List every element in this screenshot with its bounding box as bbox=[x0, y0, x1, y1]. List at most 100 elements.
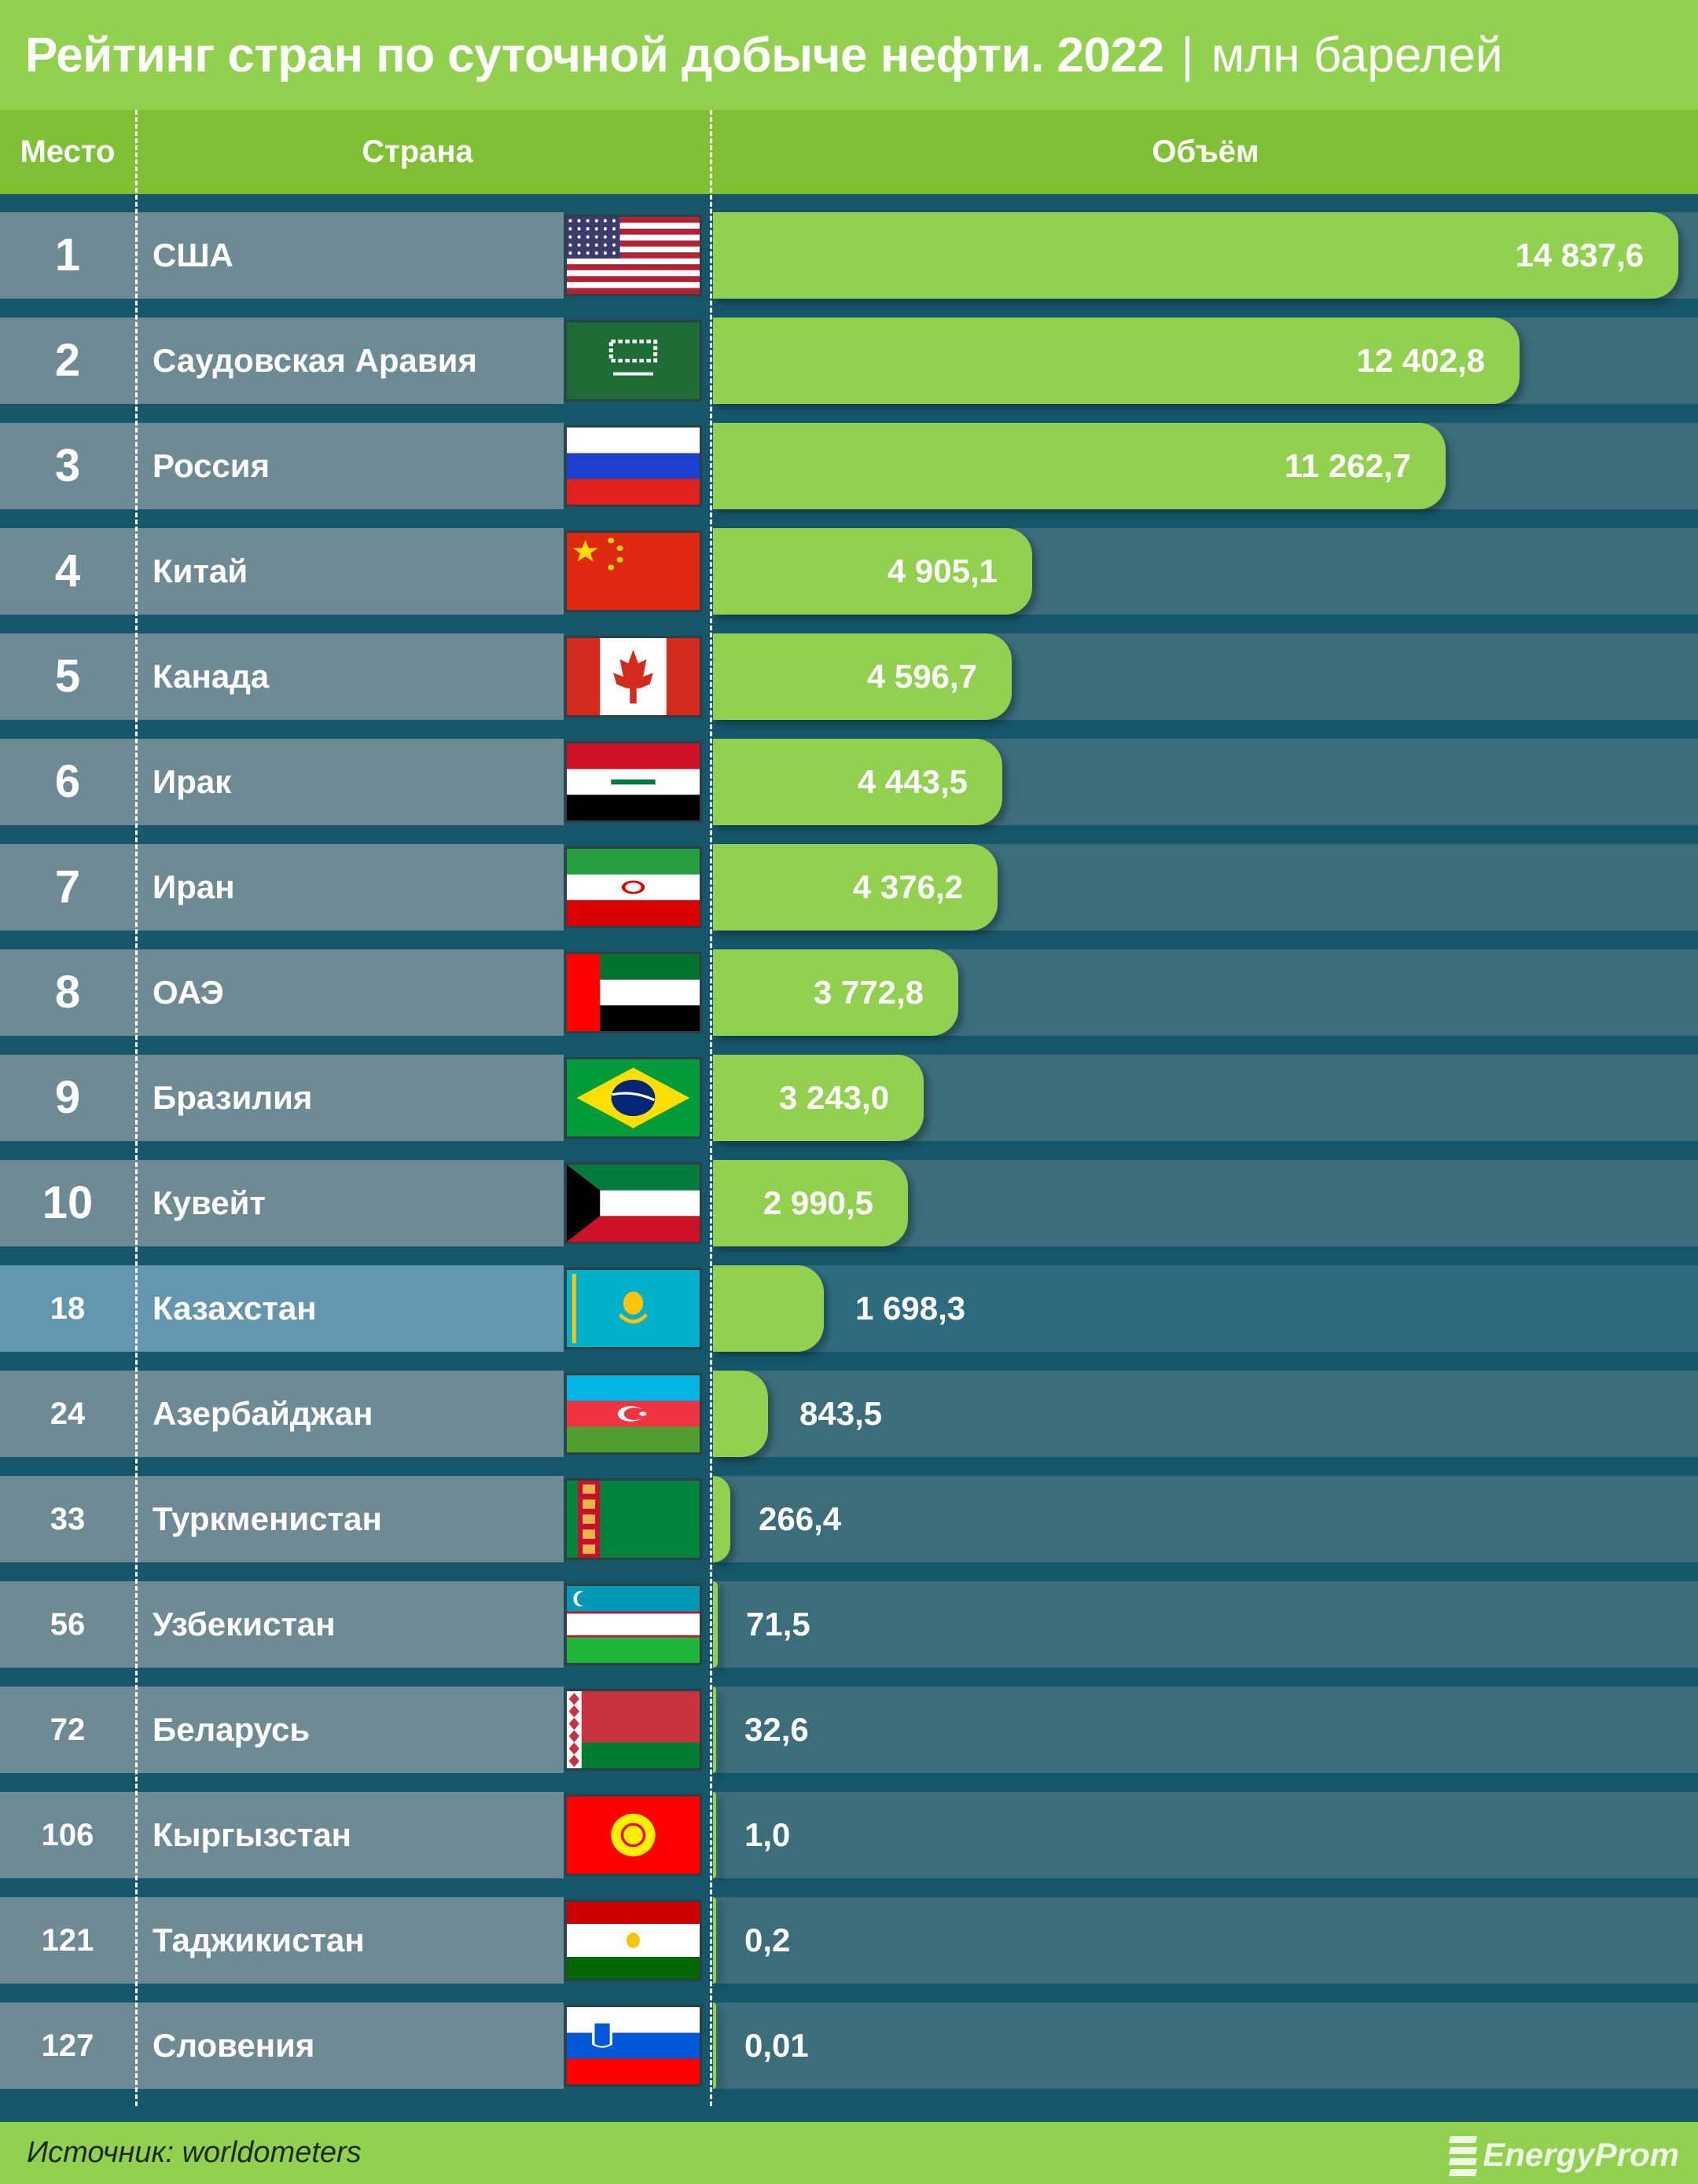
rank-cell: 8 bbox=[0, 949, 135, 1036]
kyrgyzstan-flag-icon bbox=[564, 1794, 702, 1876]
header-volume: Объём bbox=[1152, 134, 1259, 169]
table-row: 4 Китай 4 905,1 bbox=[0, 528, 1698, 615]
value-bar bbox=[713, 1055, 924, 1141]
iraq-flag-icon bbox=[564, 741, 702, 823]
table-row: 10 Кувейт 2 990,5 bbox=[0, 1160, 1698, 1246]
table-row: 9 Бразилия 3 243,0 bbox=[0, 1055, 1698, 1141]
country-name: Саудовская Аравия bbox=[135, 318, 564, 404]
value-bar bbox=[713, 1371, 768, 1457]
russia-flag-icon bbox=[564, 425, 702, 507]
value-bar bbox=[713, 739, 1002, 825]
country-name: Узбекистан bbox=[135, 1581, 564, 1668]
slovenia-flag-icon bbox=[564, 2005, 702, 2087]
bar-track bbox=[713, 1687, 1698, 1773]
bar-track bbox=[713, 1265, 1698, 1352]
rank-cell: 4 bbox=[0, 528, 135, 615]
table-row: 5 Канада 4 596,7 bbox=[0, 633, 1698, 720]
rank-cell: 6 bbox=[0, 739, 135, 825]
rank-cell: 7 bbox=[0, 844, 135, 930]
rank-cell: 127 bbox=[0, 2002, 135, 2089]
country-name: Иран bbox=[135, 844, 564, 930]
country-name: Словения bbox=[135, 2002, 564, 2089]
rank-cell: 9 bbox=[0, 1055, 135, 1141]
footer: Источник: worldometers EnergyProm bbox=[0, 2122, 1698, 2184]
table-row: 127 Словения 0,01 bbox=[0, 2002, 1698, 2089]
china-flag-icon bbox=[564, 530, 702, 612]
value-label: 11 262,7 bbox=[1284, 447, 1411, 484]
country-name: Ирак bbox=[135, 739, 564, 825]
value-label: 4 443,5 bbox=[857, 763, 968, 800]
value-bar bbox=[713, 212, 1678, 299]
value-label: 2 990,5 bbox=[763, 1184, 873, 1221]
bar-track bbox=[713, 1792, 1698, 1878]
value-label: 843,5 bbox=[799, 1395, 883, 1432]
table-row: 7 Иран 4 376,2 bbox=[0, 844, 1698, 930]
country-name: Таджикистан bbox=[135, 1897, 564, 1984]
value-bar bbox=[713, 1687, 716, 1773]
value-label: 4 905,1 bbox=[887, 552, 998, 589]
value-label: 3 243,0 bbox=[778, 1079, 889, 1116]
rank-cell: 18 bbox=[0, 1265, 135, 1352]
rank-cell: 5 bbox=[0, 633, 135, 720]
turkmenistan-flag-icon bbox=[564, 1478, 702, 1560]
header-country: Страна bbox=[362, 134, 473, 169]
bar-track bbox=[713, 1476, 1698, 1562]
country-name: Кувейт bbox=[135, 1160, 564, 1246]
logo-text: EnergyProm bbox=[1483, 2136, 1679, 2173]
country-name: США bbox=[135, 212, 564, 299]
title-unit: млн барелей bbox=[1211, 28, 1503, 83]
us-flag-icon bbox=[564, 215, 702, 296]
value-bar bbox=[713, 844, 998, 930]
value-label: 14 837,6 bbox=[1515, 237, 1645, 273]
value-bar bbox=[713, 949, 958, 1036]
value-bar bbox=[713, 633, 1012, 720]
table-header: Место Страна Объём bbox=[0, 110, 1698, 194]
table-row: 18 Казахстан 1 698,3 bbox=[0, 1265, 1698, 1352]
chart-title: Рейтинг стран по суточной добыче нефти. … bbox=[25, 28, 1164, 83]
value-label: 1,0 bbox=[744, 1816, 791, 1853]
country-name: Канада bbox=[135, 633, 564, 720]
azerbaijan-flag-icon bbox=[564, 1373, 702, 1455]
country-name: Россия bbox=[135, 423, 564, 509]
country-name: Туркменистан bbox=[135, 1476, 564, 1562]
bar-track bbox=[713, 1371, 1698, 1457]
table-row: 33 Туркменистан 266,4 bbox=[0, 1476, 1698, 1562]
value-label: 32,6 bbox=[744, 1711, 809, 1748]
title-separator: | bbox=[1181, 28, 1194, 83]
value-bar bbox=[713, 528, 1032, 615]
table-row: 3 Россия 11 262,7 bbox=[0, 423, 1698, 509]
value-label: 12 402,8 bbox=[1356, 342, 1486, 379]
rank-cell: 121 bbox=[0, 1897, 135, 1984]
country-name: Азербайджан bbox=[135, 1371, 564, 1457]
value-label: 3 772,8 bbox=[813, 974, 924, 1011]
rank-cell: 24 bbox=[0, 1371, 135, 1457]
value-bar bbox=[713, 423, 1446, 509]
column-divider bbox=[135, 110, 138, 2106]
iran-flag-icon bbox=[564, 846, 702, 928]
bar-track bbox=[713, 2002, 1698, 2089]
logo-mark-icon bbox=[1449, 2134, 1478, 2176]
rank-cell: 10 bbox=[0, 1160, 135, 1246]
table-row: 121 Таджикистан 0,2 bbox=[0, 1897, 1698, 1984]
table-row: 24 Азербайджан 843,5 bbox=[0, 1371, 1698, 1457]
value-label: 0,2 bbox=[744, 1922, 791, 1958]
table-row: 6 Ирак 4 443,5 bbox=[0, 739, 1698, 825]
country-name: Бразилия bbox=[135, 1055, 564, 1141]
table-row: 56 Узбекистан 71,5 bbox=[0, 1581, 1698, 1668]
rank-cell: 56 bbox=[0, 1581, 135, 1668]
value-label: 4 596,7 bbox=[866, 658, 977, 695]
country-name: Казахстан bbox=[135, 1265, 564, 1352]
rank-cell: 2 bbox=[0, 318, 135, 404]
value-bar bbox=[713, 2002, 716, 2089]
value-label: 71,5 bbox=[746, 1606, 810, 1643]
value-label: 266,4 bbox=[759, 1500, 842, 1537]
value-label: 1 698,3 bbox=[855, 1290, 966, 1327]
country-name: ОАЭ bbox=[135, 949, 564, 1036]
value-bar bbox=[713, 1792, 716, 1878]
value-bar bbox=[713, 1897, 716, 1984]
brazil-flag-icon bbox=[564, 1057, 702, 1139]
value-bar bbox=[713, 1160, 908, 1246]
uae-flag-icon bbox=[564, 952, 702, 1033]
canada-flag-icon bbox=[564, 636, 702, 718]
kuwait-flag-icon bbox=[564, 1162, 702, 1244]
